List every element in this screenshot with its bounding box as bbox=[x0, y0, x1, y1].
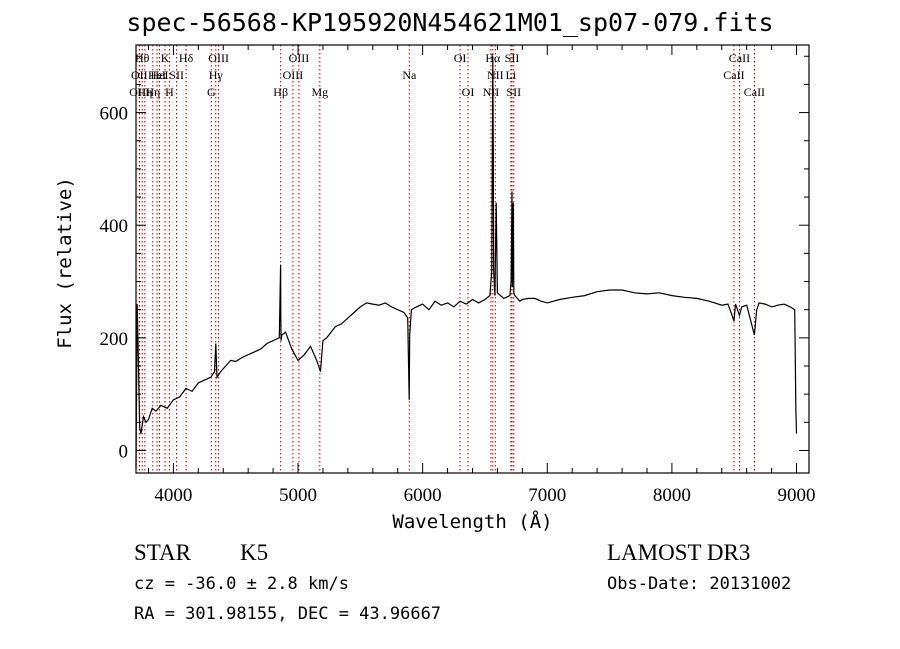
spectral-line-label: Hδ bbox=[179, 51, 194, 65]
spectral-line-label: OIII bbox=[283, 68, 304, 82]
spectral-line-label: Na bbox=[402, 68, 417, 82]
spectral-line-label: Hη bbox=[137, 85, 152, 99]
spectral-line-label: OII bbox=[131, 68, 148, 82]
survey-name: LAMOST DR3 bbox=[607, 540, 751, 565]
object-subclass: K5 bbox=[240, 540, 269, 565]
spectral-line-label: G bbox=[207, 85, 216, 99]
x-axis-label: Wavelength (Å) bbox=[392, 511, 553, 533]
spectral-line-label: Hγ bbox=[209, 68, 224, 82]
spectral-lines-layer bbox=[138, 45, 755, 473]
plot-frame bbox=[135, 44, 810, 474]
x-tick-label: 4000 bbox=[154, 485, 192, 506]
spectral-line-label: H bbox=[165, 85, 174, 99]
coordinates: RA = 301.98155, DEC = 43.96667 bbox=[134, 604, 442, 624]
y-tick-label: 200 bbox=[100, 329, 129, 350]
spectral-line-label: OIII bbox=[129, 85, 150, 99]
y-tick-label: 400 bbox=[100, 216, 129, 237]
y-tick-label: 0 bbox=[119, 441, 129, 462]
spectral-line-label: Hη bbox=[145, 85, 160, 99]
spectral-line-label: Li bbox=[506, 68, 517, 82]
y-tick-label: 600 bbox=[100, 104, 129, 125]
x-tick-label: 9000 bbox=[778, 485, 816, 506]
y-axis-label: Flux (relative) bbox=[54, 177, 76, 349]
x-ticks: 4000 5000 6000 7000 8000 9000 bbox=[147, 45, 816, 506]
redshift-velocity: cz = -36.0 ± 2.8 km/s bbox=[134, 574, 349, 594]
spectral-line-label: OIII bbox=[208, 51, 229, 65]
x-tick-label: 8000 bbox=[653, 485, 691, 506]
spectral-line-label: SII bbox=[506, 85, 521, 99]
spectral-line-label: HeI bbox=[148, 68, 166, 82]
spectral-line-label: CaII bbox=[723, 68, 744, 82]
chart-title: spec-56568-KP195920N454621M01_sp07-079.f… bbox=[126, 8, 774, 37]
spectral-line-label: Hβ bbox=[273, 85, 288, 99]
x-tick-label: 5000 bbox=[279, 485, 317, 506]
spectral-line-label: NII bbox=[487, 68, 504, 82]
x-tick-label: 6000 bbox=[404, 485, 442, 506]
spectral-line-label: Mg bbox=[311, 85, 328, 99]
spectral-line-label: NII bbox=[483, 85, 500, 99]
spectral-line-label: CaII bbox=[729, 51, 750, 65]
spectral-line-label: SII bbox=[169, 68, 184, 82]
spectral-line-label: K bbox=[161, 51, 170, 65]
spectral-line-label: OIII bbox=[289, 51, 310, 65]
x-tick-label: 7000 bbox=[528, 485, 566, 506]
spectral-line-label: OI bbox=[462, 85, 475, 99]
y-ticks: 0 200 400 600 bbox=[100, 55, 809, 462]
spectral-labels-layer: OIIOIIIHθHηHηHeIHeIKHSIIHδGHγOIIIHβOIIIO… bbox=[129, 51, 765, 99]
spectral-line-label: Hθ bbox=[135, 51, 150, 65]
spectral-line-label: HeI bbox=[151, 68, 169, 82]
spectral-line-label: SII bbox=[505, 51, 520, 65]
spectral-line-label: OI bbox=[454, 51, 467, 65]
spectral-line-label: CaII bbox=[744, 85, 765, 99]
object-class: STAR bbox=[134, 540, 191, 565]
flux-series-line bbox=[135, 56, 798, 468]
observation-date: Obs-Date: 20131002 bbox=[607, 574, 792, 594]
